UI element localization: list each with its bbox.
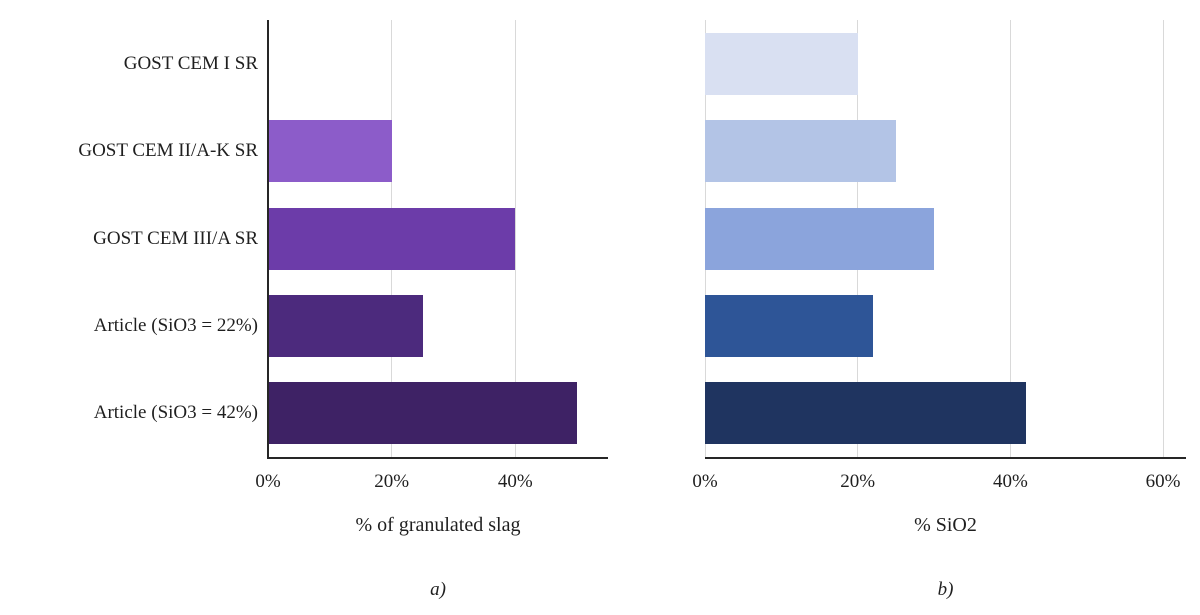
x-tick-label-20pct: 20%	[374, 471, 410, 492]
category-label-gost-cem-ii-a-k-sr: GOST CEM II/A-K SR	[78, 140, 258, 162]
x-axis-line	[705, 457, 1186, 459]
x-tick-label-0pct: 0%	[692, 471, 718, 492]
x-tick-label-40pct: 40%	[992, 471, 1028, 492]
caption-b: b)	[937, 579, 954, 600]
x-tick-label-40pct: 40%	[497, 471, 533, 492]
y-axis-line	[267, 20, 269, 459]
bar-article-sio3-42	[268, 382, 578, 445]
x-tick-label-0pct: 0%	[255, 471, 281, 492]
gridline-40pct	[514, 20, 516, 457]
bar-article-sio3-42	[705, 382, 1026, 445]
bar-gost-cem-ii-a-k-sr	[268, 120, 392, 183]
x-axis-title-b: % SiO2	[914, 514, 977, 536]
bar-gost-cem-iii-a-sr	[268, 207, 516, 270]
category-label-gost-cem-i-sr: GOST CEM I SR	[123, 52, 258, 74]
bar-article-sio3-22	[705, 294, 873, 357]
x-tick-label-20pct: 20%	[840, 471, 876, 492]
category-label-article-sio3-42: Article (SiO3 = 42%)	[93, 402, 258, 424]
caption-a: a)	[430, 579, 446, 600]
bar-gost-cem-i-sr	[705, 32, 858, 95]
x-axis-title-a: % of granulated slag	[355, 514, 521, 536]
bar-gost-cem-ii-a-k-sr	[705, 120, 896, 183]
category-label-article-sio3-22: Article (SiO3 = 22%)	[93, 314, 258, 336]
category-label-gost-cem-iii-a-sr: GOST CEM III/A SR	[93, 227, 258, 249]
gridline-40pct	[1009, 20, 1011, 457]
x-tick-label-60pct: 60%	[1145, 471, 1181, 492]
bar-gost-cem-iii-a-sr	[705, 207, 935, 270]
x-axis-line	[268, 457, 608, 459]
gridline-60pct	[1162, 20, 1164, 457]
bar-article-sio3-22	[268, 294, 423, 357]
